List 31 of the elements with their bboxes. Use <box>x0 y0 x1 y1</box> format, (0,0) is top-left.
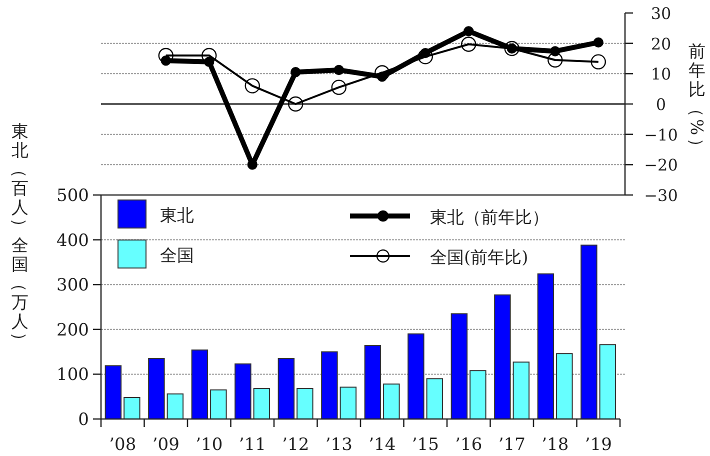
legend-label: 全国(前年比) <box>430 248 528 268</box>
x-tick-label: ’17 <box>498 435 526 455</box>
y-tick-label: 10 <box>650 64 672 84</box>
x-tick-label: ’12 <box>282 435 310 455</box>
x-tick-label: ’10 <box>196 435 223 455</box>
x-tick-label: ’09 <box>152 435 180 455</box>
y-tick-label: 300 <box>56 276 89 296</box>
legend-label: 東北（前年比） <box>430 208 549 228</box>
x-tick-label: ’18 <box>542 435 569 455</box>
legend-label: 東北 <box>160 206 194 226</box>
y-tick-label: −30 <box>644 186 678 205</box>
x-tick-label: ’08 <box>109 435 136 455</box>
x-tick-label: ’14 <box>368 435 396 455</box>
y-tick-label: −10 <box>644 125 678 144</box>
y-tick-label: 0 <box>656 95 666 114</box>
y-tick-label: −20 <box>644 156 678 175</box>
x-tick-label: ’16 <box>455 435 482 455</box>
y-tick-label: 200 <box>56 320 89 340</box>
y-tick-label: 500 <box>56 186 89 206</box>
y-tick-label: 100 <box>56 365 89 386</box>
y-tick-label: 0 <box>78 410 89 430</box>
x-tick-label: ’13 <box>325 435 352 455</box>
x-tick-label: ’11 <box>238 435 266 455</box>
y-axis-title: 前年比（%） <box>686 42 706 155</box>
text: 東北（百人）全国（万人） <box>9 122 29 349</box>
legend-label: 全国 <box>160 246 194 266</box>
x-tick-label: ’15 <box>412 435 439 455</box>
y-tick-label: 30 <box>650 4 672 23</box>
y-tick-label: 400 <box>56 230 89 251</box>
y-tick-label: 20 <box>650 34 672 54</box>
x-tick-label: ’19 <box>584 435 612 455</box>
